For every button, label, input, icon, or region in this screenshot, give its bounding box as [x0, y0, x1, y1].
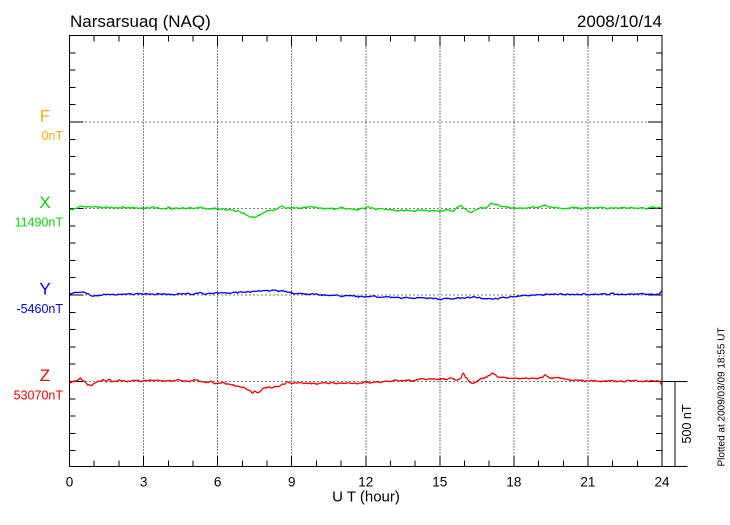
svg-text:Narsarsuaq (NAQ): Narsarsuaq (NAQ): [70, 12, 211, 31]
svg-text:11490nT: 11490nT: [15, 215, 64, 229]
svg-text:53070nT: 53070nT: [14, 388, 64, 402]
svg-text:0nT: 0nT: [41, 129, 63, 143]
svg-text:15: 15: [432, 475, 447, 490]
svg-text:U T (hour): U T (hour): [332, 489, 400, 506]
svg-text:F: F: [40, 107, 50, 126]
svg-text:12: 12: [358, 475, 373, 490]
svg-text:21: 21: [580, 475, 595, 490]
svg-text:3: 3: [140, 475, 148, 490]
svg-text:9: 9: [288, 475, 296, 490]
svg-text:Y: Y: [39, 280, 50, 299]
svg-text:6: 6: [214, 475, 222, 490]
svg-text:Z: Z: [40, 366, 50, 385]
svg-text:500 nT: 500 nT: [680, 404, 694, 443]
svg-text:X: X: [39, 193, 50, 212]
svg-text:24: 24: [654, 475, 670, 490]
svg-text:-5460nT: -5460nT: [16, 302, 63, 316]
svg-text:18: 18: [506, 475, 521, 490]
svg-text:Plotted at 2009/03/09 18:55 UT: Plotted at 2009/03/09 18:55 UT: [717, 328, 728, 467]
svg-text:2008/10/14: 2008/10/14: [577, 12, 662, 31]
svg-text:0: 0: [66, 475, 74, 490]
